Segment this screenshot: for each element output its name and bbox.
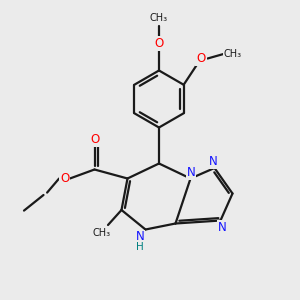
Text: CH₃: CH₃ xyxy=(150,13,168,23)
Text: CH₃: CH₃ xyxy=(224,49,242,59)
Text: O: O xyxy=(154,37,164,50)
Text: O: O xyxy=(60,172,69,185)
Text: N: N xyxy=(187,166,196,179)
Text: CH₃: CH₃ xyxy=(93,228,111,239)
Text: N: N xyxy=(218,220,226,234)
Text: H: H xyxy=(136,242,144,252)
Text: N: N xyxy=(136,230,145,244)
Text: N: N xyxy=(208,155,217,169)
Text: O: O xyxy=(90,133,99,146)
Text: O: O xyxy=(196,52,206,65)
